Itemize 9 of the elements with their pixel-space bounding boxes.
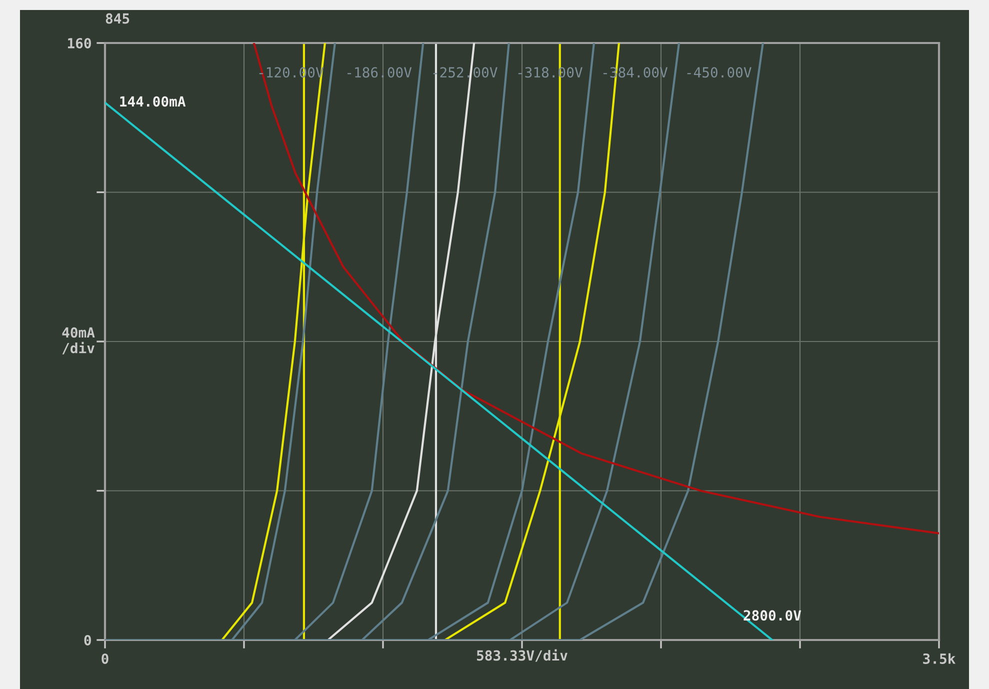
annotation: 2800.0V [744,610,802,621]
annotation: 144.00mA [120,96,186,107]
chart-title: 845 [106,13,130,24]
y-tick-label: 160 [68,38,91,48]
series-label: -450.00V [687,67,752,78]
x-tick-label: 3.5k [923,653,956,664]
series-label: -186.00V [348,67,412,78]
y-axis-title: 40mA /div [62,327,95,354]
x-axis-title: 583.33V/div [476,649,568,662]
